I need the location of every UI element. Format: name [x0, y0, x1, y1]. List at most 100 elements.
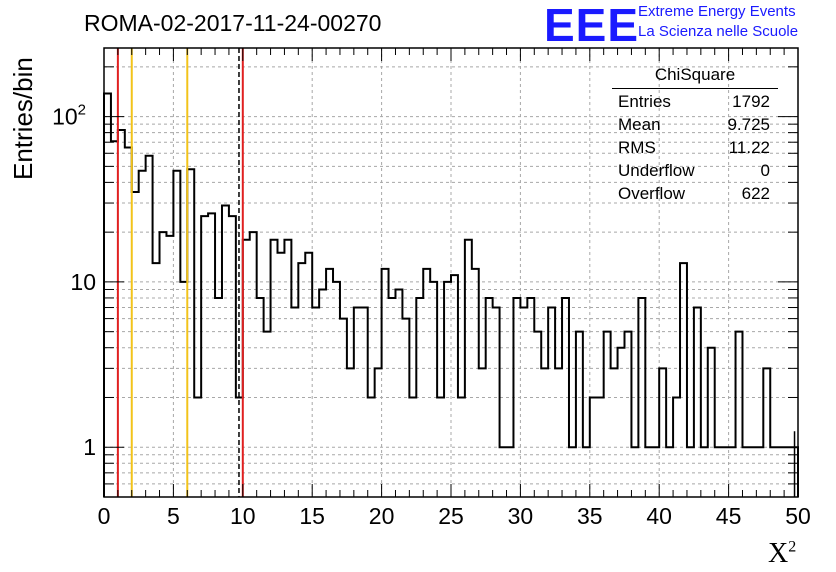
logo-subtitle-line-1: Extreme Energy Events — [638, 3, 796, 20]
histogram-bin — [666, 447, 673, 497]
histogram-bin — [694, 308, 701, 497]
stats-value: 11.22 — [728, 138, 770, 157]
x-axis-label-base: X — [768, 538, 789, 569]
histogram-bin — [326, 269, 333, 497]
histogram-bin — [444, 282, 451, 497]
stats-row-mean: Mean 9.725 — [612, 113, 778, 136]
histogram-bin — [770, 447, 777, 497]
x-axis-label: X2 — [768, 538, 796, 570]
histogram-bin — [513, 298, 520, 497]
histogram-bin — [333, 282, 340, 497]
y-tick-label: 1 — [83, 434, 96, 460]
stats-row-underflow: Underflow 0 — [612, 159, 778, 182]
stats-label: Overflow — [618, 184, 686, 203]
stats-divider — [612, 88, 778, 89]
histogram-bin — [777, 447, 784, 497]
y-tick-label: 102 — [52, 102, 86, 130]
histogram-bin — [555, 368, 562, 497]
run-title: ROMA-02-2017-11-24-00270 — [84, 10, 382, 36]
histogram-bin — [312, 308, 319, 497]
histogram-bin — [451, 275, 458, 497]
histogram-bin — [652, 447, 659, 497]
histogram-bin — [382, 269, 389, 497]
histogram-bin — [257, 298, 264, 497]
histogram-bin — [250, 232, 257, 497]
histogram-bin — [569, 447, 576, 497]
histogram-bin — [611, 368, 618, 497]
histogram-bin — [562, 298, 569, 497]
histogram-bin — [645, 447, 652, 497]
histogram-bin — [673, 397, 680, 497]
histogram-bin — [208, 213, 215, 497]
histogram-bin — [160, 232, 167, 497]
histogram-bin — [347, 368, 354, 497]
histogram-bin — [472, 269, 479, 497]
histogram-bin — [375, 368, 382, 497]
histogram-bin — [583, 447, 590, 497]
histogram-bin — [416, 298, 423, 497]
stats-title: ChiSquare — [654, 65, 736, 84]
histogram-bin — [402, 319, 409, 497]
histogram-bin — [590, 397, 597, 497]
stats-label: Underflow — [618, 161, 695, 180]
histogram-bin — [423, 269, 430, 497]
histogram-bin — [146, 156, 153, 497]
y-axis-label: Entries/bin — [8, 57, 38, 180]
histogram-bin — [465, 240, 472, 497]
histogram-bin — [500, 447, 507, 497]
histogram-bin — [437, 397, 444, 497]
histogram-bin — [430, 282, 437, 497]
histogram-bin — [486, 298, 493, 497]
stats-row-entries: Entries 1792 — [612, 90, 778, 113]
histogram-bin — [319, 289, 326, 497]
histogram-bin — [729, 447, 736, 497]
histogram-bin — [271, 240, 278, 497]
histogram-bin — [541, 368, 548, 497]
histogram-bin — [715, 447, 722, 497]
histogram-bin — [520, 308, 527, 497]
y-tick-label: 10 — [70, 269, 96, 295]
x-tick-label: 40 — [646, 503, 672, 529]
stats-label: Entries — [618, 92, 671, 111]
histogram-bin — [736, 332, 743, 497]
histogram-bin — [173, 171, 180, 497]
histogram-bin — [687, 447, 694, 497]
histogram-bin — [756, 447, 763, 497]
histogram-bin — [576, 332, 583, 497]
histogram-bin — [701, 447, 708, 497]
histogram-bin — [104, 93, 111, 497]
histogram-bin — [111, 141, 118, 497]
x-tick-label: 15 — [299, 503, 325, 529]
stats-row-overflow: Overflow 622 — [612, 182, 778, 205]
histogram-bin — [597, 397, 604, 497]
x-tick-label: 20 — [369, 503, 395, 529]
histogram-bin — [749, 447, 756, 497]
histogram-bin — [180, 282, 187, 497]
histogram-bin — [409, 397, 416, 497]
histogram-bin — [638, 298, 645, 497]
histogram-bin — [243, 240, 250, 497]
histogram-bin — [222, 205, 229, 497]
histogram-bin — [618, 348, 625, 497]
histogram-bin — [354, 308, 361, 497]
stats-label: RMS — [618, 138, 656, 157]
histogram-bin — [264, 332, 271, 497]
x-tick-label: 10 — [230, 503, 256, 529]
histogram-bin — [625, 332, 632, 497]
x-tick-label: 30 — [508, 503, 534, 529]
x-tick-label: 50 — [785, 503, 811, 529]
histogram-bin — [166, 236, 173, 497]
histogram-bin — [153, 263, 160, 497]
stats-value: 0 — [760, 161, 770, 180]
x-tick-label: 35 — [577, 503, 603, 529]
histogram-bin — [187, 169, 194, 497]
histogram-bin — [458, 397, 465, 497]
histogram-bin — [368, 397, 375, 497]
histogram-bin — [305, 253, 312, 497]
histogram-bin — [659, 368, 666, 497]
histogram-bin — [763, 368, 770, 497]
histogram-bin — [493, 308, 500, 497]
histogram-bin — [708, 348, 715, 497]
